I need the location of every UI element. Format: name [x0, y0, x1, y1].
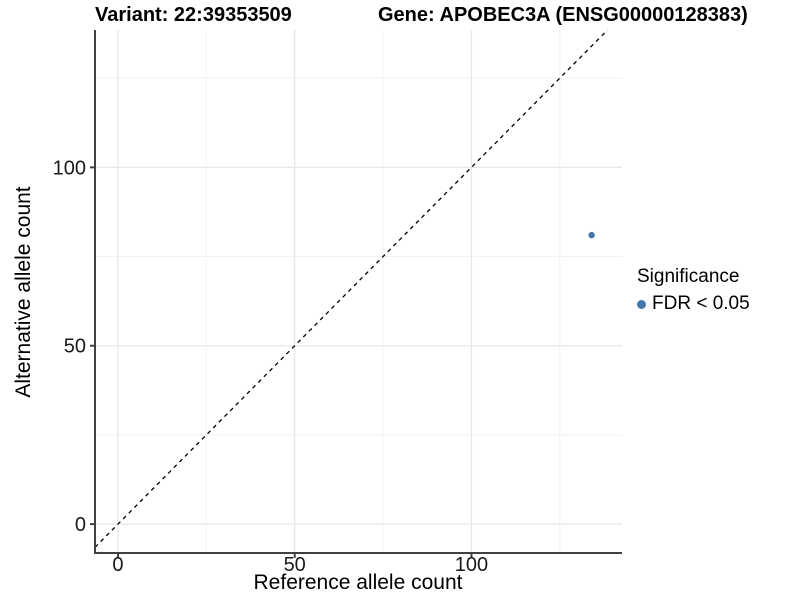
x-tick-label: 100 [455, 554, 488, 576]
plot-title-gene: Gene: APOBEC3A (ENSG00000128383) [378, 4, 748, 26]
legend-item-fdr: FDR < 0.05 [637, 293, 750, 315]
plot-title-variant: Variant: 22:39353509 [95, 4, 292, 26]
legend-point-icon [637, 299, 646, 309]
data-point [588, 231, 595, 239]
legend-item-label: FDR < 0.05 [652, 293, 750, 314]
x-tick-label: 0 [112, 554, 123, 576]
y-axis-title: Alternative allele count [12, 186, 35, 398]
y-tick-label: 0 [75, 514, 86, 536]
legend-title: Significance [637, 266, 740, 287]
legend: Significance FDR < 0.05 [637, 266, 750, 315]
y-tick-label: 100 [53, 157, 86, 179]
identity-line [94, 29, 608, 548]
x-axis-title: Reference allele count [253, 571, 463, 594]
y-tick-label: 50 [64, 336, 86, 358]
x-tick-label: 50 [284, 554, 306, 576]
